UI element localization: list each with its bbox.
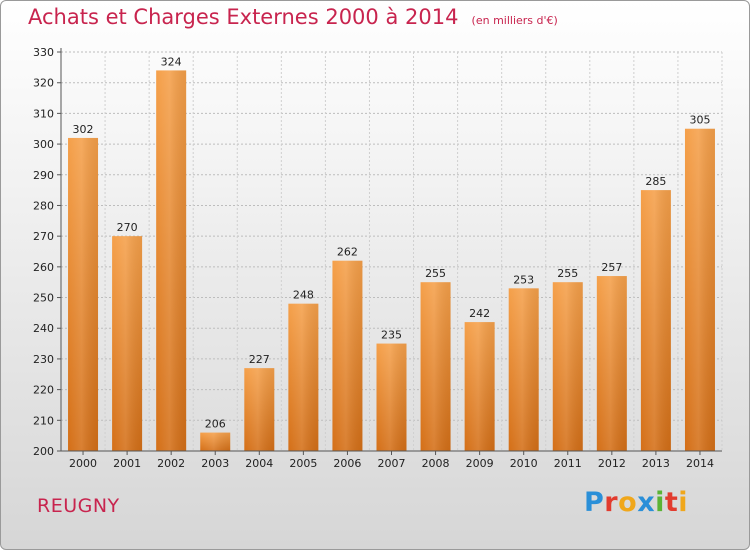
x-tick-label: 2013 <box>642 457 670 470</box>
x-tick-label: 2014 <box>686 457 714 470</box>
value-label: 253 <box>513 273 534 286</box>
x-tick-label: 2005 <box>289 457 317 470</box>
chart-subtitle: (en milliers d'€) <box>471 14 558 27</box>
value-label: 248 <box>293 289 314 302</box>
x-tick-label: 2003 <box>201 457 229 470</box>
y-tick-label: 240 <box>33 322 54 335</box>
y-tick-label: 290 <box>33 169 54 182</box>
x-tick-label: 2004 <box>245 457 273 470</box>
axis-layer: 200 210 220 230 240 250 260 270 280 290 300 310 320 3… <box>33 46 722 470</box>
y-tick-label: 270 <box>33 230 54 243</box>
bar-shine-2009 <box>464 322 495 451</box>
value-label: 227 <box>249 353 270 366</box>
bar-shine-2014 <box>684 128 715 451</box>
y-tick-label: 260 <box>33 261 54 274</box>
value-label: 257 <box>601 261 622 274</box>
bar-shine-2000 <box>68 137 99 451</box>
value-label: 302 <box>73 123 94 136</box>
value-label: 324 <box>161 55 182 68</box>
bar-shine-2007 <box>376 343 407 451</box>
x-tick-label: 2010 <box>510 457 538 470</box>
value-label: 235 <box>381 329 402 342</box>
title-block: Achats et Charges Externes 2000 à 2014 (… <box>28 5 558 29</box>
value-label: 255 <box>557 267 578 280</box>
value-label: 242 <box>469 307 490 320</box>
bar-shine-2006 <box>332 260 363 451</box>
x-tick-label: 2001 <box>113 457 141 470</box>
chart-title: Achats et Charges Externes 2000 à 2014 <box>28 5 459 29</box>
y-tick-label: 200 <box>33 445 54 458</box>
bar-shine-2008 <box>420 282 451 451</box>
x-tick-label: 2012 <box>598 457 626 470</box>
x-tick-label: 2011 <box>554 457 582 470</box>
bar-shine-2012 <box>596 276 627 451</box>
x-tick-label: 2002 <box>157 457 185 470</box>
value-label: 255 <box>425 267 446 280</box>
x-tick-label: 2006 <box>333 457 361 470</box>
value-label: 262 <box>337 246 358 259</box>
bar-shine-2013 <box>640 190 671 451</box>
commune-name: REUGNY <box>37 495 120 517</box>
y-tick-label: 300 <box>33 138 54 151</box>
bar-shine-2010 <box>508 288 539 451</box>
x-tick-label: 2008 <box>422 457 450 470</box>
x-tick-label: 2007 <box>378 457 406 470</box>
bar-shine-2011 <box>552 282 583 451</box>
bar-shine-2001 <box>112 236 143 451</box>
y-tick-label: 310 <box>33 107 54 120</box>
y-tick-label: 250 <box>33 292 54 305</box>
bar-shine-2002 <box>156 70 187 452</box>
y-tick-label: 280 <box>33 199 54 212</box>
bar-layer <box>68 70 715 452</box>
x-tick-label: 2000 <box>69 457 97 470</box>
value-label: 270 <box>117 221 138 234</box>
proxiti-logo: Proxiti <box>584 487 689 518</box>
y-tick-label: 210 <box>33 414 54 427</box>
value-label: 285 <box>645 175 666 188</box>
y-tick-label: 220 <box>33 384 54 397</box>
y-tick-label: 230 <box>33 353 54 366</box>
bar-shine-2004 <box>244 368 275 451</box>
bar-shine-2005 <box>288 303 319 451</box>
y-tick-label: 330 <box>33 46 54 59</box>
value-label: 206 <box>205 418 226 431</box>
bar-shine-2003 <box>200 432 231 451</box>
value-label: 305 <box>689 114 710 127</box>
label-layer: 302 270 324 206 227 248 262 235 255 242 253 255 257 2… <box>73 55 711 430</box>
grid-layer <box>60 51 723 452</box>
x-tick-label: 2009 <box>466 457 494 470</box>
y-tick-label: 320 <box>33 77 54 90</box>
